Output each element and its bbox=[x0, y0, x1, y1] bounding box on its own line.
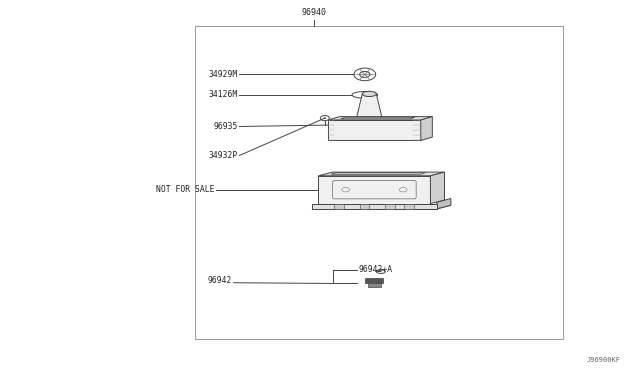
Text: 96942: 96942 bbox=[208, 276, 232, 285]
Ellipse shape bbox=[362, 92, 376, 96]
Polygon shape bbox=[421, 117, 433, 140]
Polygon shape bbox=[340, 117, 415, 119]
Text: 34126M: 34126M bbox=[209, 90, 238, 99]
Bar bbox=[195, 26, 563, 339]
Text: 96942+A: 96942+A bbox=[358, 265, 392, 274]
Polygon shape bbox=[328, 117, 433, 120]
Bar bbox=[368, 283, 381, 287]
Bar bbox=[334, 204, 344, 209]
Text: J96900KF: J96900KF bbox=[587, 357, 621, 363]
Bar bbox=[404, 204, 414, 209]
Bar bbox=[312, 204, 437, 209]
Polygon shape bbox=[430, 172, 445, 204]
Text: 34929M: 34929M bbox=[209, 70, 238, 79]
Bar bbox=[385, 204, 395, 209]
Text: NOT FOR SALE: NOT FOR SALE bbox=[156, 185, 214, 194]
Polygon shape bbox=[319, 172, 445, 176]
Polygon shape bbox=[312, 205, 451, 209]
Bar bbox=[328, 120, 421, 140]
Polygon shape bbox=[437, 199, 451, 209]
Text: 34932P: 34932P bbox=[209, 151, 238, 160]
Text: 96935: 96935 bbox=[214, 122, 238, 131]
Text: 96940: 96940 bbox=[301, 8, 326, 17]
Bar bbox=[365, 278, 383, 283]
Polygon shape bbox=[331, 173, 426, 174]
Bar bbox=[319, 176, 430, 204]
Circle shape bbox=[323, 118, 326, 119]
Polygon shape bbox=[356, 94, 382, 118]
Bar bbox=[360, 204, 369, 209]
